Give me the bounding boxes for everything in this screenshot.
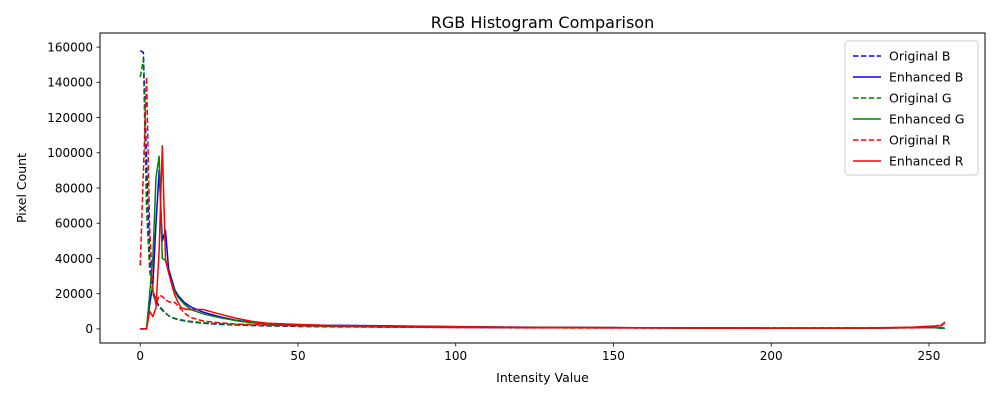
y-tick-label: 40000 [55, 252, 93, 266]
x-axis-ticks: 0 50 100 150 200 250 [136, 343, 940, 363]
x-tick-label: 200 [760, 349, 783, 363]
y-tick-label: 160000 [47, 40, 93, 54]
series-line-enhanced-r [140, 144, 946, 330]
y-tick-label: 0 [85, 322, 93, 336]
series-line-original-b [139, 49, 945, 330]
legend-label: Original B [889, 49, 950, 64]
series-layer [139, 49, 946, 330]
y-tick-label: 140000 [47, 76, 93, 90]
x-tick-label: 0 [136, 349, 144, 363]
chart-title: RGB Histogram Comparison [431, 13, 654, 32]
y-tick-label: 60000 [55, 217, 93, 231]
y-axis-label: Pixel Count [14, 153, 29, 223]
x-tick-label: 150 [602, 349, 625, 363]
plot-area: 0 50 100 150 200 250 0 20000 40000 60000 80000 100… [47, 32, 986, 363]
y-axis-ticks: 0 20000 40000 60000 80000 100000 120000 140000 1… [47, 40, 100, 336]
legend-label: Original G [889, 91, 952, 106]
legend: Original B Enhanced B Original G Enhanced G… [844, 40, 979, 176]
legend-label: Enhanced B [889, 70, 963, 85]
legend-box [844, 40, 979, 176]
legend-label: Enhanced R [889, 154, 964, 169]
y-tick-label: 120000 [47, 111, 93, 125]
x-axis-label: Intensity Value [496, 370, 589, 385]
x-tick-label: 100 [444, 349, 467, 363]
series-line-original-g [139, 58, 945, 329]
x-tick-label: 50 [290, 349, 305, 363]
legend-label: Enhanced G [889, 112, 964, 127]
series-line-enhanced-b [140, 169, 945, 330]
y-tick-label: 20000 [55, 287, 93, 301]
series-line-original-r [139, 76, 945, 329]
y-tick-label: 80000 [55, 181, 93, 195]
y-tick-label: 100000 [47, 146, 93, 160]
x-tick-label: 250 [918, 349, 941, 363]
series-line-enhanced-g [140, 155, 945, 330]
legend-label: Original R [889, 133, 951, 148]
